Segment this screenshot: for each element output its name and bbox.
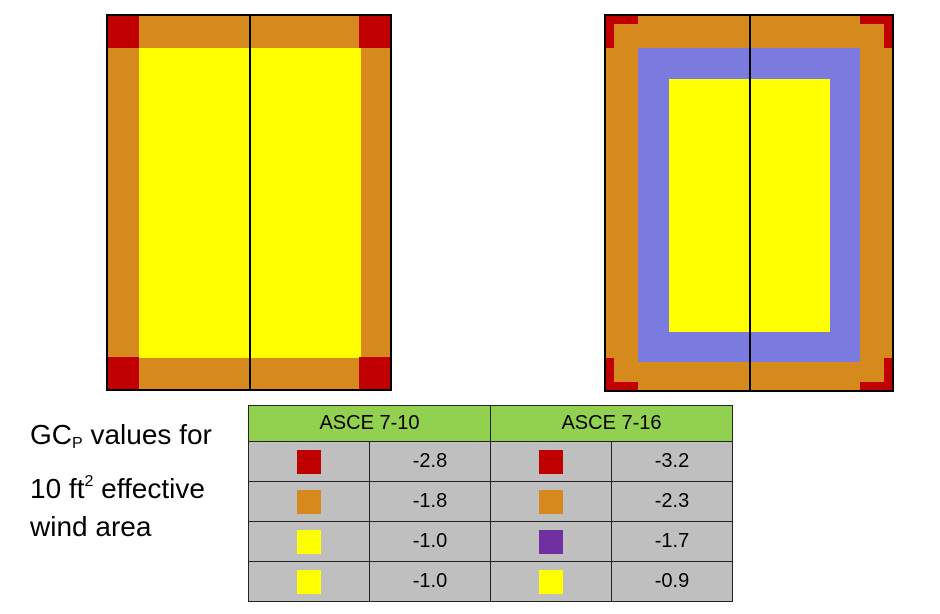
roof-plan-asce-7-16 bbox=[604, 14, 894, 392]
header-asce-7-16: ASCE 7-16 bbox=[490, 405, 733, 442]
color-swatch-yellow bbox=[297, 569, 321, 594]
caption-line-1: GCP values for bbox=[30, 419, 212, 452]
color-swatch-red bbox=[539, 449, 563, 474]
caption-line-2: 10 ft2 effective bbox=[30, 473, 205, 504]
roof-plan-asce-7-10 bbox=[106, 14, 392, 391]
swatch-cell bbox=[248, 441, 370, 482]
corner-zone-bottom-right-v bbox=[884, 358, 892, 390]
corner-zone-top-left bbox=[108, 16, 139, 48]
table-row: -1.8 -2.3 bbox=[248, 481, 733, 522]
swatch-cell bbox=[490, 561, 612, 602]
gcp-value: -1.0 bbox=[369, 521, 491, 562]
corner-zone-bottom-right-h bbox=[860, 382, 892, 390]
corner-zone-top-right-h bbox=[860, 16, 892, 24]
swatch-cell bbox=[248, 481, 370, 522]
color-swatch-orange bbox=[539, 489, 563, 514]
ridge-line bbox=[749, 16, 751, 390]
gcp-caption: GCP values for 10 ft2 effective wind are… bbox=[30, 416, 212, 546]
corner-zone-top-right-v bbox=[884, 16, 892, 48]
color-swatch-orange bbox=[297, 489, 321, 514]
gcp-value: -2.8 bbox=[369, 441, 491, 482]
color-swatch-red bbox=[297, 449, 321, 474]
color-swatch-yellow bbox=[297, 529, 321, 554]
header-asce-7-10: ASCE 7-10 bbox=[248, 405, 491, 442]
swatch-cell bbox=[490, 521, 612, 562]
swatch-cell bbox=[490, 441, 612, 482]
gcp-value: -1.7 bbox=[611, 521, 733, 562]
caption-line-3: wind area bbox=[30, 511, 152, 542]
ridge-line bbox=[249, 16, 251, 389]
table-row: -2.8 -3.2 bbox=[248, 441, 733, 482]
gcp-value: -2.3 bbox=[611, 481, 733, 522]
gcp-value: -1.8 bbox=[369, 481, 491, 522]
corner-zone-top-left-h bbox=[606, 16, 638, 24]
color-swatch-purple bbox=[539, 529, 563, 554]
swatch-cell bbox=[248, 561, 370, 602]
corner-zone-top-left-v bbox=[606, 16, 614, 48]
table-row: -1.0 -0.9 bbox=[248, 561, 733, 602]
table-row: -1.0 -1.7 bbox=[248, 521, 733, 562]
gcp-value: -3.2 bbox=[611, 441, 733, 482]
gcp-value: -1.0 bbox=[369, 561, 491, 602]
corner-zone-bottom-left-v bbox=[606, 358, 614, 390]
corner-zone-bottom-left-h bbox=[606, 382, 638, 390]
table-header-row: ASCE 7-10 ASCE 7-16 bbox=[248, 405, 733, 442]
corner-zone-bottom-right bbox=[359, 357, 390, 389]
swatch-cell bbox=[490, 481, 612, 522]
swatch-cell bbox=[248, 521, 370, 562]
corner-zone-top-right bbox=[359, 16, 390, 48]
corner-zone-bottom-left bbox=[108, 357, 139, 389]
color-swatch-yellow bbox=[539, 569, 563, 594]
gcp-value: -0.9 bbox=[611, 561, 733, 602]
gcp-table: ASCE 7-10 ASCE 7-16 -2.8 -3.2 -1.8 -2.3 -1.0… bbox=[248, 405, 733, 602]
